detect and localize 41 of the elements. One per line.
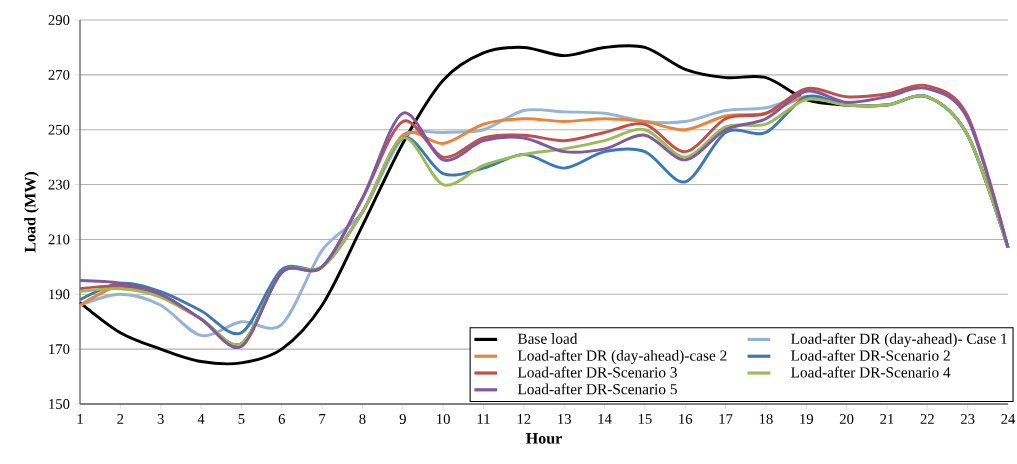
x-tick-label: 1	[77, 414, 83, 424]
x-tick-label: 15	[638, 414, 652, 424]
y-axis-title: Load (MW)	[24, 172, 39, 253]
x-tick-label: 13	[558, 414, 571, 424]
x-tick-label: 4	[197, 414, 205, 424]
y-tick-label: 270	[48, 69, 70, 80]
x-tick-label: 17	[719, 414, 733, 424]
y-tick-label: 290	[48, 15, 70, 25]
y-tick-label: 170	[49, 344, 70, 355]
x-axis-title: Hour	[526, 433, 562, 444]
legend-label: Load-after DR-Scenario 2	[791, 349, 950, 361]
x-tick-label: 24	[1001, 414, 1016, 424]
x-tick-label: 20	[839, 414, 854, 424]
legend-label: Load-after DR-Scenario 3	[517, 366, 677, 378]
x-tick-label: 21	[880, 414, 894, 424]
legend-label: Load-after DR-Scenario 5	[517, 383, 677, 395]
x-tick-label: 10	[437, 414, 450, 424]
x-tick-label: 8	[359, 414, 366, 424]
x-tick-label: 7	[319, 414, 326, 424]
x-tick-label: 9	[399, 414, 406, 424]
legend-label: Base load	[517, 333, 578, 344]
legend-label: Load-after DR (day-ahead)- Case 1	[791, 333, 1007, 348]
x-tick-label: 11	[477, 414, 490, 424]
y-tick-label: 230	[48, 179, 70, 190]
x-tick-label: 2	[117, 414, 124, 424]
legend-label: Load-after DR (day-ahead)-case 2	[517, 349, 727, 364]
x-tick-label: 18	[759, 414, 773, 424]
y-tick-label: 210	[48, 234, 70, 245]
x-tick-label: 14	[598, 414, 612, 424]
legend-label: Load-after DR-Scenario 4	[791, 366, 951, 378]
x-tick-label: 12	[517, 414, 531, 424]
y-tick-label: 250	[48, 124, 70, 135]
y-tick-label: 190	[49, 289, 70, 300]
x-tick-label: 3	[157, 414, 164, 424]
x-tick-label: 23	[960, 414, 975, 424]
x-tick-label: 6	[278, 414, 285, 424]
x-tick-label: 16	[679, 414, 693, 424]
x-tick-label: 5	[238, 414, 245, 424]
y-tick-label: 150	[49, 399, 70, 409]
x-tick-label: 19	[800, 414, 813, 424]
x-tick-label: 22	[920, 414, 934, 424]
